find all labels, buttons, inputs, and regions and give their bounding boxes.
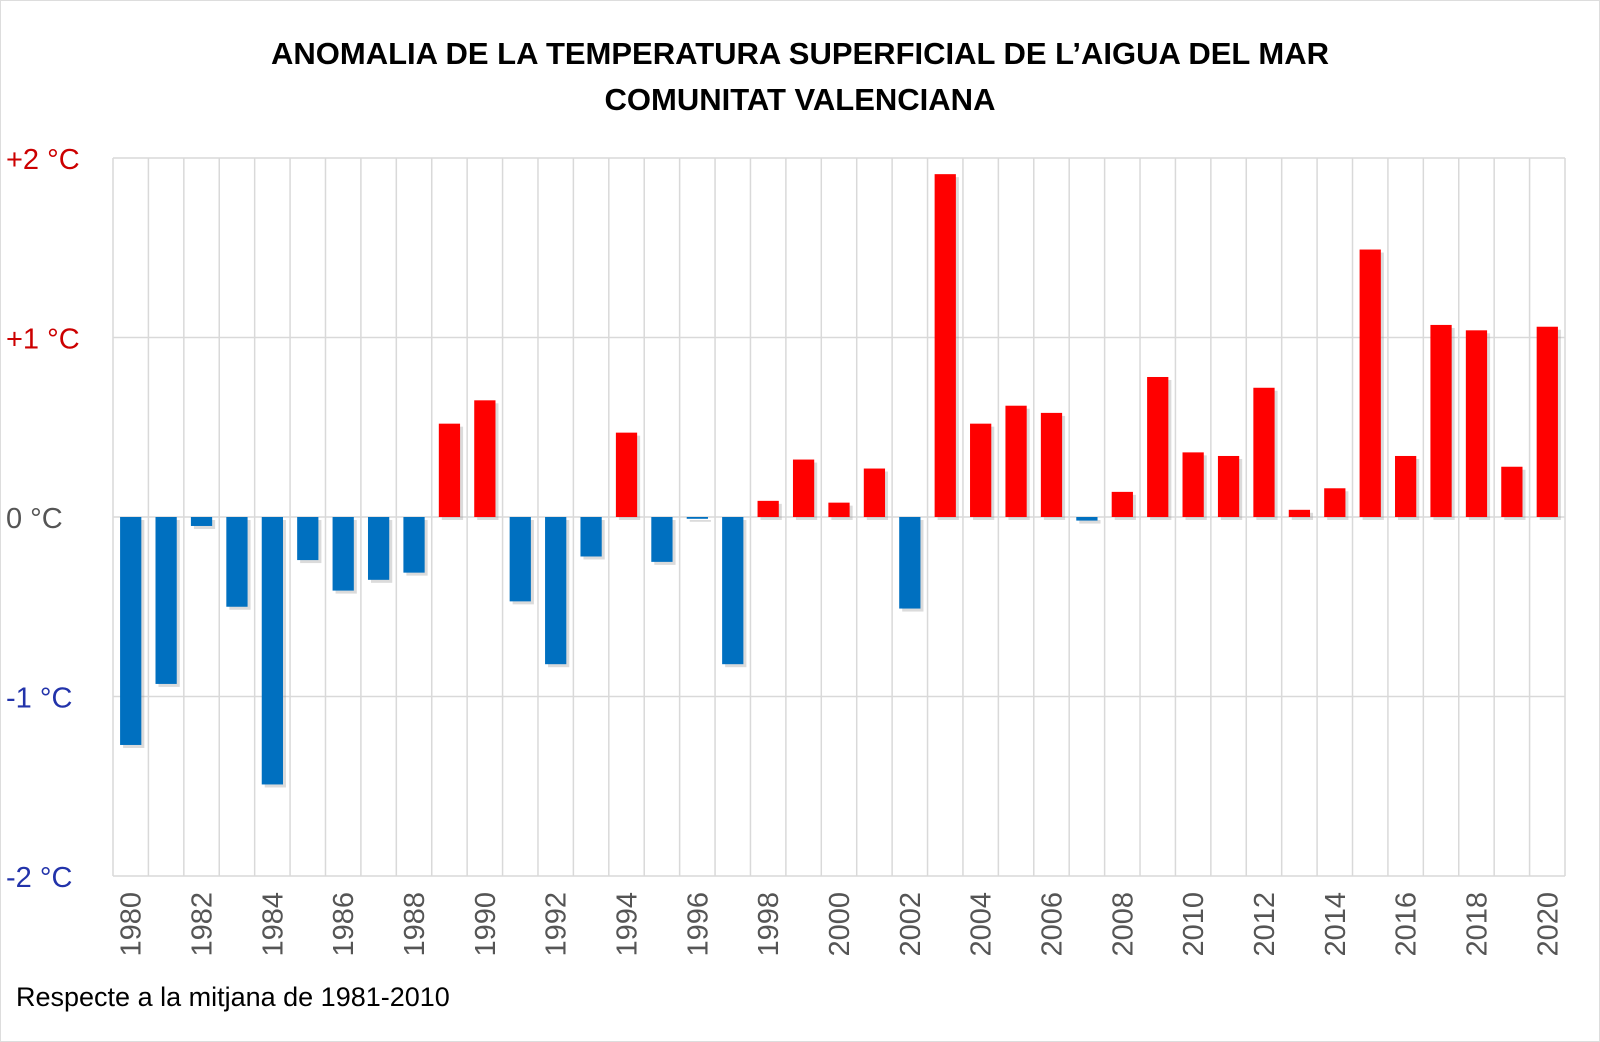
y-tick-label: +2 °C bbox=[6, 144, 80, 176]
bar-2009 bbox=[1147, 376, 1169, 517]
bar-1985 bbox=[297, 517, 319, 561]
bar-2007 bbox=[1076, 517, 1098, 521]
bar-1990 bbox=[474, 400, 496, 517]
x-tick-label: 2006 bbox=[1036, 892, 1068, 957]
bar-2013 bbox=[1288, 509, 1311, 517]
bar-1983 bbox=[226, 517, 248, 607]
bar-1987 bbox=[367, 517, 390, 580]
bar-2006 bbox=[1040, 412, 1063, 517]
bar-2003 bbox=[934, 174, 956, 517]
x-tick-label: 2020 bbox=[1532, 892, 1564, 957]
bar-2014 bbox=[1324, 488, 1346, 517]
bar-2010 bbox=[1182, 452, 1204, 517]
x-tick-label: 2002 bbox=[895, 892, 927, 957]
x-tick-label: 2012 bbox=[1249, 892, 1281, 957]
bar-1982 bbox=[190, 517, 213, 526]
bar-1998 bbox=[757, 500, 779, 517]
x-tick-label: 2018 bbox=[1461, 892, 1493, 957]
x-tick-label: 2010 bbox=[1178, 892, 1210, 957]
bar-2008 bbox=[1111, 491, 1133, 517]
bar-1991 bbox=[509, 517, 531, 602]
x-tick-label: 1996 bbox=[682, 892, 714, 957]
y-tick-label: -2 °C bbox=[6, 862, 72, 894]
bar-2017 bbox=[1430, 324, 1452, 517]
bar-2004 bbox=[970, 423, 992, 517]
x-tick-label: 1992 bbox=[541, 892, 573, 957]
x-tick-label: 1990 bbox=[470, 892, 502, 957]
x-tick-label: 1988 bbox=[399, 892, 431, 957]
bar-1989 bbox=[438, 423, 461, 517]
x-tick-label: 1998 bbox=[753, 892, 785, 957]
chart-subtitle: COMUNITAT VALENCIANA bbox=[604, 82, 996, 117]
x-tick-label: 1980 bbox=[116, 892, 148, 957]
bar-1994 bbox=[615, 432, 638, 517]
bar-1996 bbox=[686, 517, 708, 519]
bar-2005 bbox=[1005, 405, 1027, 517]
bar-2011 bbox=[1217, 455, 1240, 517]
y-tick-label: -1 °C bbox=[6, 683, 72, 715]
bar-1993 bbox=[580, 517, 602, 557]
chart-title: ANOMALIA DE LA TEMPERATURA SUPERFICIAL D… bbox=[270, 36, 1330, 71]
footnote: Respecte a la mitjana de 1981-2010 bbox=[16, 982, 450, 1012]
bar-2015 bbox=[1359, 249, 1381, 518]
y-tick-label: +1 °C bbox=[6, 324, 80, 356]
bar-2000 bbox=[828, 502, 850, 517]
x-tick-label: 2004 bbox=[966, 892, 998, 957]
bar-shadow bbox=[689, 520, 711, 522]
bar-1981 bbox=[155, 517, 177, 684]
bar-1999 bbox=[792, 459, 815, 517]
x-tick-label: 1994 bbox=[612, 892, 644, 957]
bar-2018 bbox=[1465, 330, 1488, 517]
bar-2016 bbox=[1395, 455, 1417, 517]
bar-shadow bbox=[1079, 520, 1101, 524]
bar-2002 bbox=[899, 517, 921, 609]
bar-2012 bbox=[1253, 387, 1275, 517]
bar-2020 bbox=[1536, 326, 1558, 517]
x-tick-label: 1982 bbox=[187, 892, 219, 957]
x-tick-label: 1984 bbox=[257, 892, 289, 957]
bar-1997 bbox=[722, 517, 744, 665]
bar-1986 bbox=[332, 517, 354, 591]
y-tick-label: 0 °C bbox=[6, 503, 63, 535]
bar-1980 bbox=[120, 517, 142, 745]
bar-1984 bbox=[261, 517, 283, 785]
bar-1988 bbox=[403, 517, 425, 573]
bar-2001 bbox=[863, 468, 886, 517]
x-tick-label: 2016 bbox=[1391, 892, 1423, 957]
x-tick-label: 2014 bbox=[1320, 892, 1352, 957]
x-tick-label: 1986 bbox=[328, 892, 360, 957]
bar-1992 bbox=[545, 517, 567, 665]
bar-1995 bbox=[651, 517, 673, 562]
x-tick-label: 2008 bbox=[1107, 892, 1139, 957]
bar-2019 bbox=[1501, 466, 1523, 517]
x-tick-label: 2000 bbox=[824, 892, 856, 957]
